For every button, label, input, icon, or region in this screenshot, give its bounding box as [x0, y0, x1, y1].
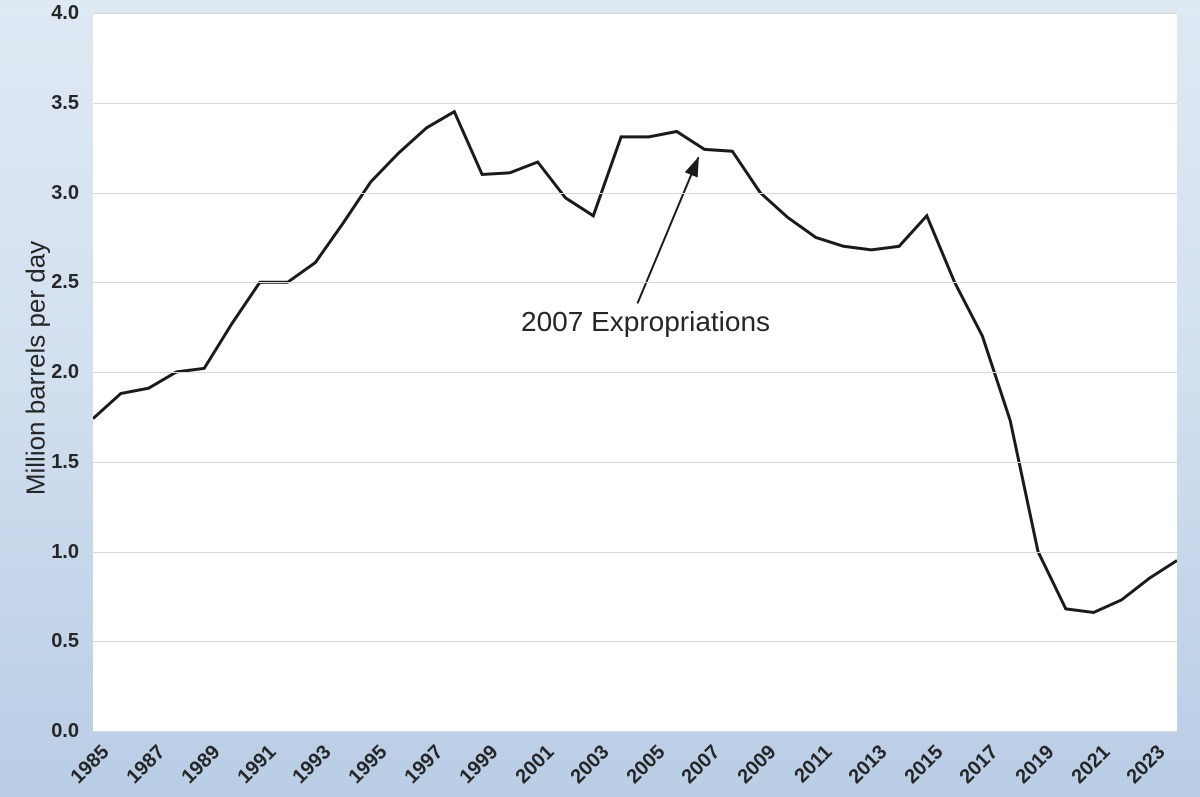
x-tick-label-2019: 2019	[1011, 741, 1059, 789]
gridline-y-4.0	[93, 13, 1177, 14]
x-tick-label-1985: 1985	[66, 741, 114, 789]
x-tick-label-1989: 1989	[177, 741, 225, 789]
x-tick-label-1993: 1993	[288, 741, 336, 789]
x-tick-label-2011: 2011	[789, 741, 837, 788]
x-tick-label-2015: 2015	[900, 741, 948, 789]
y-tick-label-3.0: 3.0	[51, 181, 79, 204]
gridline-y-1.5	[93, 461, 1177, 463]
x-tick-label-2009: 2009	[733, 741, 781, 789]
y-tick-label-1.5: 1.5	[51, 450, 79, 473]
x-tick-label-1997: 1997	[400, 741, 448, 789]
y-tick-label-2.5: 2.5	[51, 271, 79, 294]
y-tick-label-3.5: 3.5	[51, 91, 79, 114]
production-line	[93, 109, 1177, 615]
y-tick-label-4.0: 4.0	[51, 2, 79, 24]
x-tick-label-2013: 2013	[844, 741, 892, 789]
gridline-y-2.5	[93, 282, 1177, 284]
x-tick-label-2017: 2017	[955, 741, 1003, 789]
gridline-y-0.0	[93, 731, 1177, 732]
y-tick-label-2.0: 2.0	[51, 361, 79, 383]
x-tick-label-1995: 1995	[344, 741, 392, 789]
gridline-y-3.0	[93, 192, 1177, 194]
gridline-y-1.0	[93, 551, 1177, 553]
x-tick-label-2003: 2003	[566, 741, 614, 789]
x-tick-label-2023: 2023	[1122, 741, 1170, 789]
x-tick-label-2021: 2021	[1067, 741, 1115, 789]
x-tick-label-1991: 1991	[233, 741, 281, 789]
x-tick-label-1999: 1999	[455, 741, 503, 789]
plot-area	[93, 13, 1177, 732]
y-tick-label-1.0: 1.0	[51, 540, 79, 563]
x-tick-label-1987: 1987	[122, 741, 170, 789]
y-tick-label-0.5: 0.5	[51, 630, 79, 653]
y-tick-label-0.0: 0.0	[51, 720, 79, 742]
gridline-y-2.0	[93, 372, 1177, 373]
gridline-y-0.5	[93, 641, 1177, 643]
annotation-arrow	[636, 156, 700, 304]
x-tick-label-2007: 2007	[678, 741, 726, 789]
x-tick-label-2001: 2001	[511, 741, 559, 789]
annotation-label: 2007 Expropriations	[521, 306, 771, 337]
x-tick-label-2005: 2005	[622, 741, 670, 789]
gridline-y-3.5	[93, 102, 1177, 104]
